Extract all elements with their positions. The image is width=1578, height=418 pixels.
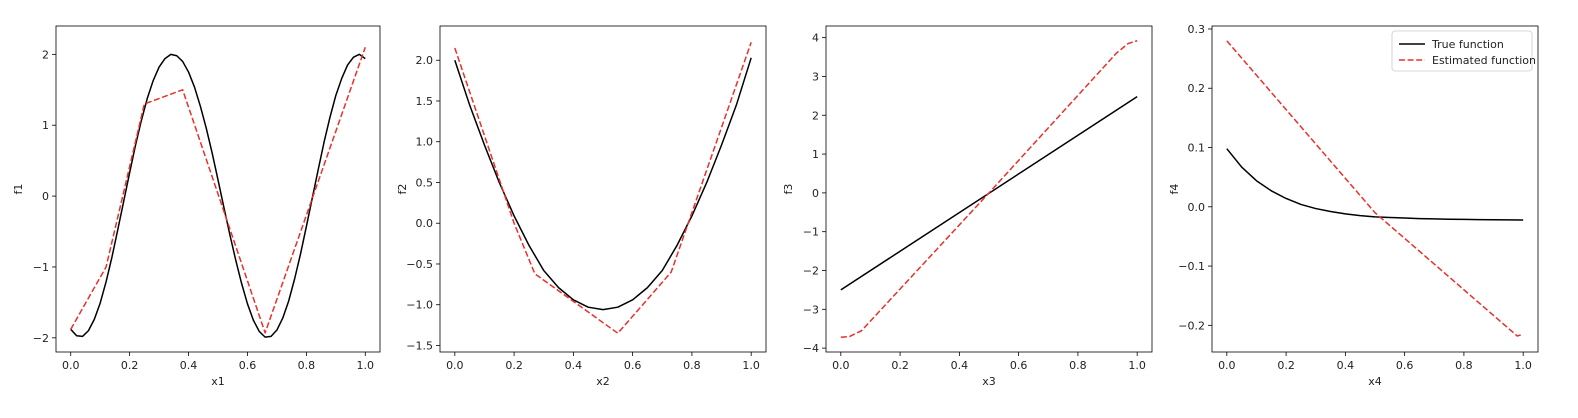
subplot-1-xtick-label: 0.2 (121, 359, 139, 372)
subplot-1: 0.0 0.2 0.4 0.6 0.8 1.0 −2 −1 0 1 2 x1 f1 (12, 25, 381, 388)
subplot-2-series-estimated-line (454, 42, 752, 334)
subplot-1-series-estimated-line (70, 47, 366, 334)
subplot-4-ylabel: f4 (1168, 184, 1181, 195)
subplot-4-xtick-label: 0.2 (1277, 359, 1295, 372)
subplot-2-frame (439, 25, 767, 353)
subplot-1-ytick-label: 2 (42, 48, 49, 61)
subplot-1-frame (55, 25, 381, 353)
subplot-4-xtick-label: 0.6 (1396, 359, 1414, 372)
subplot-4-xlabel: x4 (1368, 375, 1382, 388)
subplot-1-xtick-label: 0.8 (298, 359, 316, 372)
subplot-4: 0.0 0.2 0.4 0.6 0.8 1.0 −0.2 −0.1 0.0 0.1 0.2 0.3 x4… (1168, 23, 1539, 388)
subplot-1-ytick-label: 1 (42, 119, 49, 132)
subplot-4-xtick-label: 0.0 (1218, 359, 1236, 372)
subplot-3-xtick-label: 0.0 (832, 359, 850, 372)
subplot-3-ytick-label: −3 (803, 303, 819, 316)
subplot-2-ytick-label: 1.0 (416, 136, 434, 149)
subplot-2-ytick-label: 2.0 (416, 54, 434, 67)
subplot-3-frame (825, 25, 1153, 353)
subplot-2-xtick-label: 0.4 (565, 359, 583, 372)
subplot-3-ytick-label: −2 (803, 265, 819, 278)
subplot-1-xlabel: x1 (211, 375, 225, 388)
subplot-3-ytick-label: −1 (803, 226, 819, 239)
subplot-3: 0.0 0.2 0.4 0.6 0.8 1.0 −4 −3 −2 −1 0 1 2 3 4 x3 f3 (782, 25, 1153, 388)
subplot-3-ytick-label: 4 (812, 32, 819, 45)
subplot-3-ytick-label: −4 (803, 342, 819, 355)
subplot-2-series-true-line (454, 57, 752, 311)
subplot-1-xtick-label: 0.6 (239, 359, 257, 372)
subplot-3-xtick-label: 0.6 (1010, 359, 1028, 372)
subplot-3-series-estimated-line (840, 40, 1138, 338)
subplot-2-xtick-label: 0.0 (446, 359, 464, 372)
subplot-2-xtick-label: 0.6 (624, 359, 642, 372)
subplot-4-ytick-label: 0.1 (1188, 142, 1206, 155)
subplot-1-ytick-label: −2 (33, 332, 49, 345)
subplot-3-xtick-label: 0.2 (891, 359, 909, 372)
subplot-2: 0.0 0.2 0.4 0.6 0.8 1.0 −1.5 −1.0 −0.5 0.0 0.5 1.0 1… (396, 25, 767, 388)
subplot-3-ylabel: f3 (782, 184, 795, 195)
legend-label-true: True function (1431, 38, 1504, 51)
subplot-3-xlabel: x3 (982, 375, 996, 388)
subplot-1-xtick-label: 0.0 (62, 359, 80, 372)
subplot-2-ytick-label: 0.5 (416, 176, 434, 189)
subplot-4-xtick-label: 0.4 (1337, 359, 1355, 372)
subplot-4-ytick-label: 0.2 (1188, 82, 1206, 95)
subplot-4-ytick-label: −0.2 (1178, 319, 1205, 332)
subplot-3-xtick-label: 1.0 (1128, 359, 1146, 372)
subplot-1-ylabel: f1 (12, 184, 25, 195)
subplot-3-ytick-label: 1 (812, 148, 819, 161)
subplot-4-xtick-label: 1.0 (1514, 359, 1532, 372)
subplot-3-xtick-label: 0.4 (951, 359, 969, 372)
subplot-1-xtick-label: 0.4 (180, 359, 198, 372)
subplot-2-xtick-label: 1.0 (742, 359, 760, 372)
subplot-1-ytick-label: −1 (33, 261, 49, 274)
subplot-2-ylabel: f2 (396, 184, 409, 195)
subplot-3-ytick-label: 3 (812, 70, 819, 83)
subplot-1-ytick-label: 0 (42, 190, 49, 203)
subplot-2-ytick-label: −1.5 (406, 339, 433, 352)
subplot-4-xtick-label: 0.8 (1455, 359, 1473, 372)
subplot-4-frame (1211, 25, 1539, 353)
subplot-3-xtick-label: 0.8 (1069, 359, 1087, 372)
subplot-2-ytick-label: 1.5 (416, 95, 434, 108)
subplot-1-xtick-label: 1.0 (357, 359, 375, 372)
subplot-4-ytick-label: 0.0 (1188, 201, 1206, 214)
subplot-2-xtick-label: 0.2 (505, 359, 523, 372)
legend: True function Estimated function (1391, 30, 1536, 72)
subplot-2-ytick-label: 0.0 (416, 217, 434, 230)
subplot-2-xlabel: x2 (596, 375, 610, 388)
subplot-2-ytick-label: −0.5 (406, 258, 433, 271)
subplot-3-ytick-label: 0 (812, 187, 819, 200)
legend-box (1391, 30, 1533, 72)
subplot-4-ytick-label: 0.3 (1188, 23, 1206, 36)
subplot-3-ytick-label: 2 (812, 109, 819, 122)
legend-label-estimated: Estimated function (1432, 54, 1536, 67)
subplot-4-series-estimated-line (1226, 40, 1524, 337)
subplot-2-ytick-label: −1.0 (406, 299, 433, 312)
subplot-1-series-true-line (70, 53, 366, 338)
subplot-2-xtick-label: 0.8 (683, 359, 701, 372)
subplot-4-series-true-line (1226, 148, 1524, 221)
subplot-4-ytick-label: −0.1 (1178, 260, 1205, 273)
